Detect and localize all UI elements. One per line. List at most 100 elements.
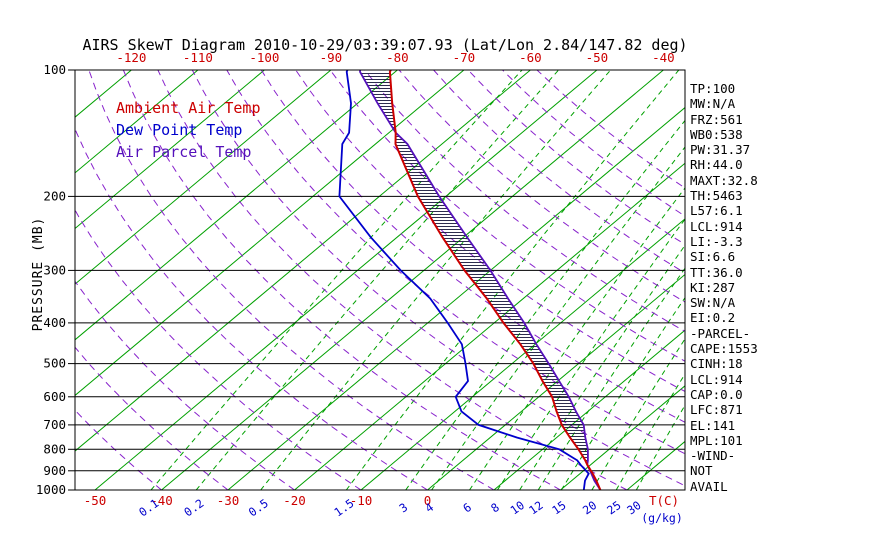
mixing-ratio-tick-label: 0.2 <box>181 496 206 519</box>
mixing-ratio-line <box>345 70 680 490</box>
isotherm-line <box>94 70 598 490</box>
stat-line: TH:5463 <box>690 188 743 204</box>
temp-tick-bottom-label: -10 <box>350 493 373 508</box>
dry-adiabat-line <box>536 70 685 189</box>
temp-tick-top-label: -90 <box>320 50 343 65</box>
legend-ambient-air-temp: Ambient Air Temp <box>116 99 261 117</box>
stat-line: CAPE:1553 <box>690 341 758 357</box>
stat-line: MAXT:32.8 <box>690 172 758 188</box>
temp-tick-top-label: -120 <box>116 50 146 65</box>
mixing-ratio-tick-label: 30 <box>624 498 643 517</box>
stat-line: MW:N/A <box>690 96 736 112</box>
mixing-ratio-line <box>496 218 685 490</box>
stat-line: CAP:0.0 <box>690 386 743 402</box>
stat-line: SI:6.6 <box>690 249 736 265</box>
mixing-ratio-line <box>519 244 685 490</box>
stat-line: KI:287 <box>690 279 736 295</box>
mixing-ratio-line <box>537 267 685 490</box>
legend-air-parcel-temp: Air Parcel Temp <box>116 143 252 161</box>
pressure-tick-label: 100 <box>43 62 66 77</box>
mixing-ratio-tick-label: 6 <box>460 500 474 515</box>
stat-line: RH:44.0 <box>690 157 743 173</box>
pressure-tick-label: 900 <box>43 463 66 478</box>
mixing-ratio-line <box>260 70 611 490</box>
stat-line: EL:141 <box>690 417 736 433</box>
dry-adiabat-line <box>260 70 685 423</box>
mixing-ratio-line <box>195 70 559 490</box>
temp-tick-bottom-label: -20 <box>283 493 306 508</box>
mixing-ratio-line <box>150 70 523 490</box>
pressure-tick-label: 300 <box>43 262 66 277</box>
grid-layer <box>75 70 685 490</box>
temp-tick-bottom-label: -30 <box>217 493 240 508</box>
stat-line: LCL:914 <box>690 371 743 387</box>
stat-line: CINH:18 <box>690 356 743 372</box>
isotherm-line <box>560 385 685 490</box>
pressure-tick-label: 500 <box>43 356 66 371</box>
dry-adiabat-line <box>88 70 495 490</box>
isotherm-line <box>294 162 685 490</box>
pressure-tick-label: 1000 <box>36 482 66 497</box>
mixing-ratio-tick-label: 20 <box>580 498 599 517</box>
dry-adiabat-line <box>433 70 685 274</box>
dry-adiabat-line <box>75 127 428 490</box>
stat-line: FRZ:561 <box>690 111 743 127</box>
stat-line: TP:100 <box>690 81 736 96</box>
mixing-ratio-tick-label: 25 <box>604 498 623 517</box>
mixing-ratio-tick-label: 15 <box>549 498 568 517</box>
temp-tick-bottom-label: -50 <box>84 493 107 508</box>
air-parcel-curve <box>359 70 602 490</box>
stat-line: LI:-3.3 <box>690 233 743 249</box>
mixing-ratio-line <box>635 404 685 490</box>
temp-tick-top-label: -40 <box>652 50 675 65</box>
stat-line: LCL:914 <box>690 218 743 234</box>
mixing-ratio-tick-label: 8 <box>488 500 502 515</box>
isotherm-line <box>75 70 465 397</box>
dry-adiabat-line <box>157 70 628 490</box>
stat-line: NOT <box>690 463 713 479</box>
stat-line: -PARCEL- <box>690 325 751 341</box>
mixing-ratio-line <box>560 296 685 490</box>
pressure-tick-label: 600 <box>43 389 66 404</box>
stat-line: EI:0.2 <box>690 310 736 326</box>
dry-adiabat-line <box>329 70 685 362</box>
mixing-ratio-unit-label: (g/kg) <box>641 511 683 525</box>
temp-tick-top-label: -100 <box>249 50 279 65</box>
pressure-tick-label: 700 <box>43 417 66 432</box>
mixing-ratio-tick-label: 3 <box>397 500 411 515</box>
mixing-ratio-tick-label: 4 <box>422 500 436 515</box>
isotherm-line <box>75 70 398 341</box>
chart-title: AIRS SkewT Diagram 2010-10-29/03:39:07.9… <box>82 36 688 54</box>
isotherm-line <box>75 70 265 230</box>
stat-line: PW:31.37 <box>690 142 751 158</box>
mixing-ratio-line <box>591 337 685 490</box>
dry-adiabat-line <box>226 70 685 455</box>
stat-line: L57:6.1 <box>690 203 743 219</box>
isotherm-line <box>427 273 685 490</box>
temp-tick-top-label: -110 <box>183 50 213 65</box>
dry-adiabat-line <box>502 70 685 217</box>
mixing-ratio-tick-label: 0.5 <box>246 496 271 519</box>
stat-line: MPL:101 <box>690 432 743 448</box>
temp-tick-top-label: -70 <box>453 50 476 65</box>
dry-adiabat-line <box>398 70 685 303</box>
cape-hatch-area <box>360 71 588 465</box>
temp-tick-top-label: -80 <box>386 50 409 65</box>
plot-frame <box>74 69 686 491</box>
temp-tick-top-label: -60 <box>519 50 542 65</box>
pressure-tick-label: 800 <box>43 441 66 456</box>
pressure-tick-label: 400 <box>43 315 66 330</box>
stat-line: TT:36.0 <box>690 264 743 280</box>
stats-panel: TP:100 MW:N/A FRZ:561 WB0:538 PW:31.37 RH:44.… <box>690 81 758 494</box>
dry-adiabat-line <box>122 70 561 490</box>
dry-adiabat-line <box>75 346 229 490</box>
stat-line: LFC:871 <box>690 402 743 418</box>
dew-point-curve <box>338 70 590 490</box>
isotherm-line <box>75 70 199 174</box>
ambient-temp-curve <box>388 70 602 490</box>
temp-tick-top-label: -50 <box>586 50 609 65</box>
mixing-ratio-tick-label: 12 <box>526 498 545 517</box>
pressure-axis-label: PRESSURE (MB) <box>31 216 46 332</box>
